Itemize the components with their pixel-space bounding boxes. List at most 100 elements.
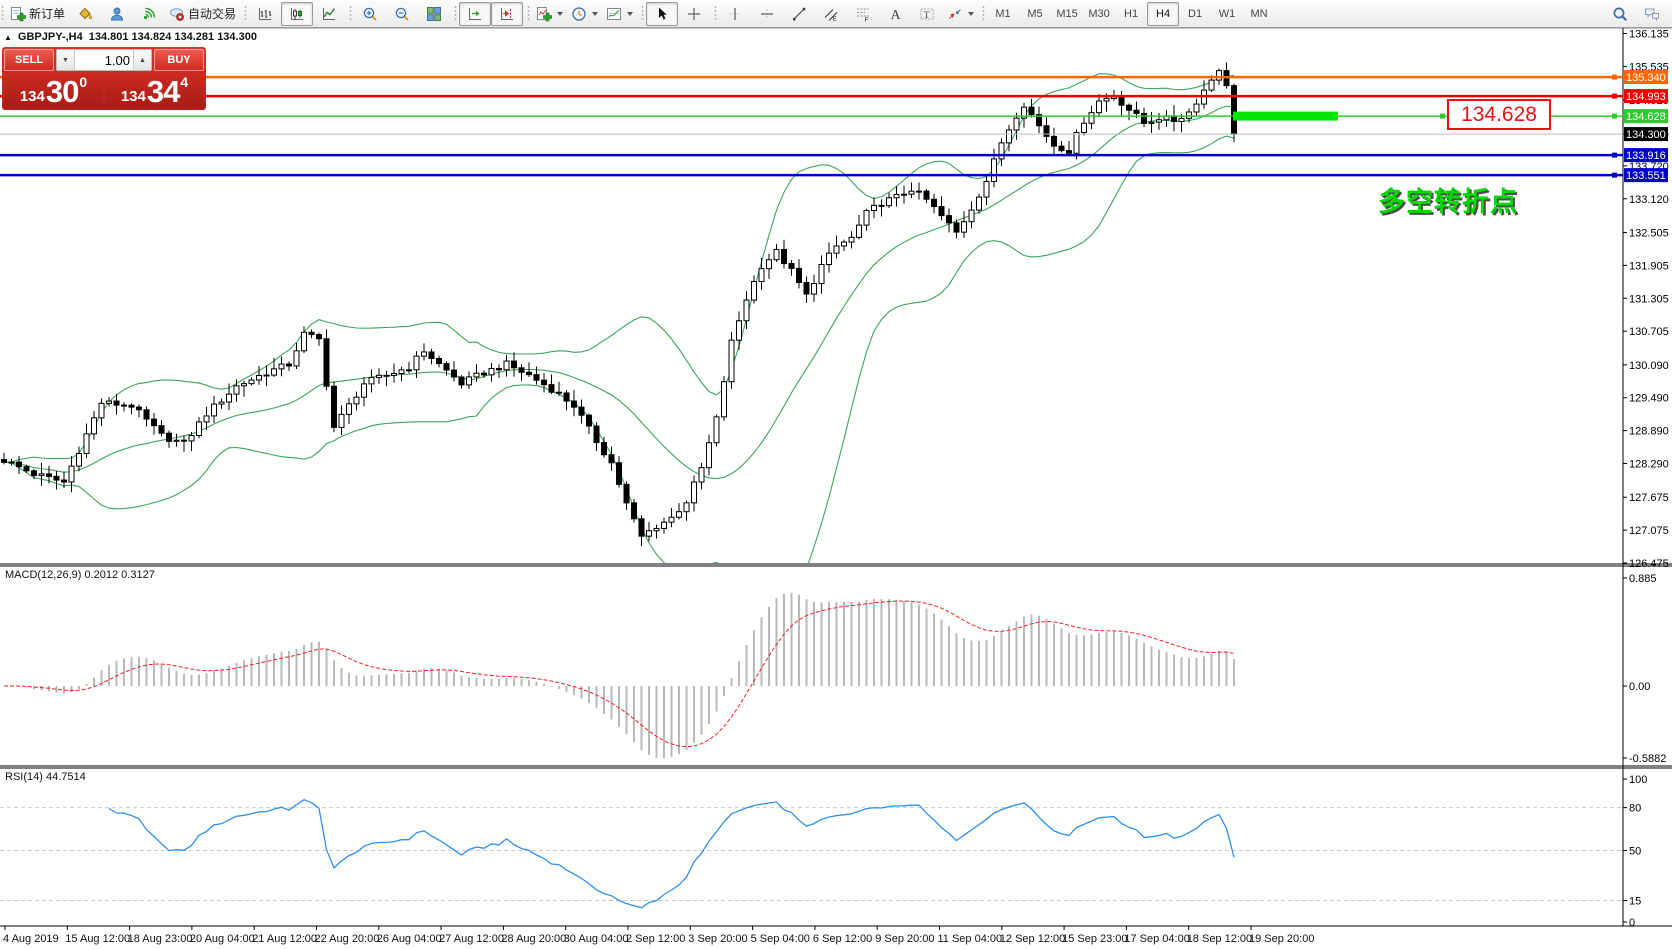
candle [166,432,172,442]
price-callout-box[interactable]: 134.628 [1447,99,1551,130]
svg-text:134.628: 134.628 [1626,111,1666,123]
candle [113,400,120,406]
tile-windows-button[interactable] [418,2,450,26]
candle [946,215,952,224]
chat-button[interactable] [1636,2,1668,26]
timeframe-w1-button[interactable]: W1 [1218,7,1236,20]
dropdown-arrow-icon[interactable] [592,11,599,16]
candle [308,331,315,336]
candle [398,369,405,375]
arrows-button[interactable] [943,2,978,26]
horizontal-line-button[interactable] [751,2,783,26]
volume-increase-button[interactable]: ▲ [133,50,151,70]
zoom-in-button[interactable] [354,2,386,26]
candle-chart-icon [291,7,304,20]
candle [1208,79,1215,91]
candle [241,383,247,387]
price-badge: 133.916 [1624,148,1668,163]
dropdown-arrow-icon[interactable] [968,11,975,16]
text-label-button[interactable]: T [911,2,943,26]
timeframe-mn-button[interactable]: MN [1250,7,1268,20]
line-handle[interactable] [1612,113,1617,119]
volume-decrease-button[interactable]: ▼ [57,50,75,70]
candle [1231,85,1237,135]
candle [1073,131,1080,154]
timeframe-h4-button[interactable]: H4 [1147,1,1180,26]
x-axis-label: 15 Sep 23:00 [1062,933,1127,945]
candle [128,404,135,408]
candle [218,401,225,405]
x-axis-label: 3 Sep 20:00 [688,933,747,945]
candle [488,367,495,376]
profile-button[interactable] [101,2,133,26]
signals-button[interactable] [133,2,165,26]
candle [526,371,532,376]
candle [1096,100,1102,114]
x-axis-label: 22 Aug 20:00 [315,933,380,945]
candle [646,530,652,537]
candle [968,209,975,223]
timeframe-m30-button[interactable]: M30 [1088,7,1110,20]
rsi-line [108,798,1235,909]
y-axis-tick: 127.675 [1629,492,1669,504]
candle [706,442,712,469]
candle [548,384,555,393]
search-button[interactable] [1604,2,1636,26]
candle [623,483,630,504]
channel-button[interactable]: E [815,2,847,26]
collapse-panel-icon[interactable]: ▲ [4,32,12,42]
line-handle[interactable] [1612,93,1617,99]
timeframe-h1-button[interactable]: H1 [1124,7,1139,20]
vertical-line-button[interactable] [719,2,751,26]
indicators-button[interactable] [532,2,567,26]
buy-price[interactable]: 134 34 4 [105,73,204,108]
zoom-in-icon [363,7,377,21]
x-axis-label: 2 Sep 12:00 [626,933,685,945]
line-handle[interactable] [1612,172,1617,178]
candle [31,470,37,476]
dropdown-arrow-icon[interactable] [627,11,634,16]
annotation-text[interactable]: 多空转折点 [1378,187,1518,217]
candle [278,363,285,370]
zoom-out-button[interactable] [386,2,418,26]
dropdown-arrow-icon[interactable] [557,11,564,16]
line-chart-button[interactable] [313,2,345,26]
x-axis-label: 6 Sep 12:00 [813,933,872,945]
fibonacci-button[interactable]: F [847,2,879,26]
volume-input[interactable] [75,50,133,70]
candle [661,521,667,529]
line-handle[interactable] [1612,152,1617,158]
periods-button[interactable] [567,2,602,26]
bar-chart-button[interactable] [249,2,281,26]
sell-price[interactable]: 134 30 0 [4,73,103,108]
candle [83,433,90,455]
templates-button[interactable] [602,2,637,26]
trendline-button[interactable] [783,2,815,26]
auto-scroll-button[interactable] [459,1,492,26]
styler-button[interactable] [69,2,101,26]
cursor-button[interactable] [646,1,679,26]
sell-button[interactable]: SELL [4,49,54,71]
buy-button[interactable]: BUY [154,49,204,71]
candle [698,467,705,483]
timeframe-d1-button[interactable]: D1 [1188,7,1203,20]
text-icon: A [891,8,902,22]
candle [886,197,892,207]
new-order-button[interactable]: 新订单 [6,2,69,26]
text-button[interactable]: A [879,2,911,26]
line-handle[interactable] [1440,113,1445,119]
autotrading-button[interactable]: 自动交易 [165,2,240,26]
chart-shift-button[interactable] [491,1,524,26]
candlestick-chart-button[interactable] [281,1,314,26]
toolbar-group [453,0,526,27]
timeframe-m5-button[interactable]: M5 [1027,7,1043,20]
timeframe-m1-button[interactable]: M1 [995,7,1011,20]
highlighted-segment[interactable] [1233,111,1338,121]
line-handle[interactable] [1612,74,1617,80]
timeframe-m15-button[interactable]: M15 [1056,7,1078,20]
candles[interactable] [1,62,1237,547]
y-axis-tick: 127.075 [1629,525,1669,537]
svg-text:134.300: 134.300 [1626,129,1666,141]
crosshair-button[interactable] [678,2,710,26]
